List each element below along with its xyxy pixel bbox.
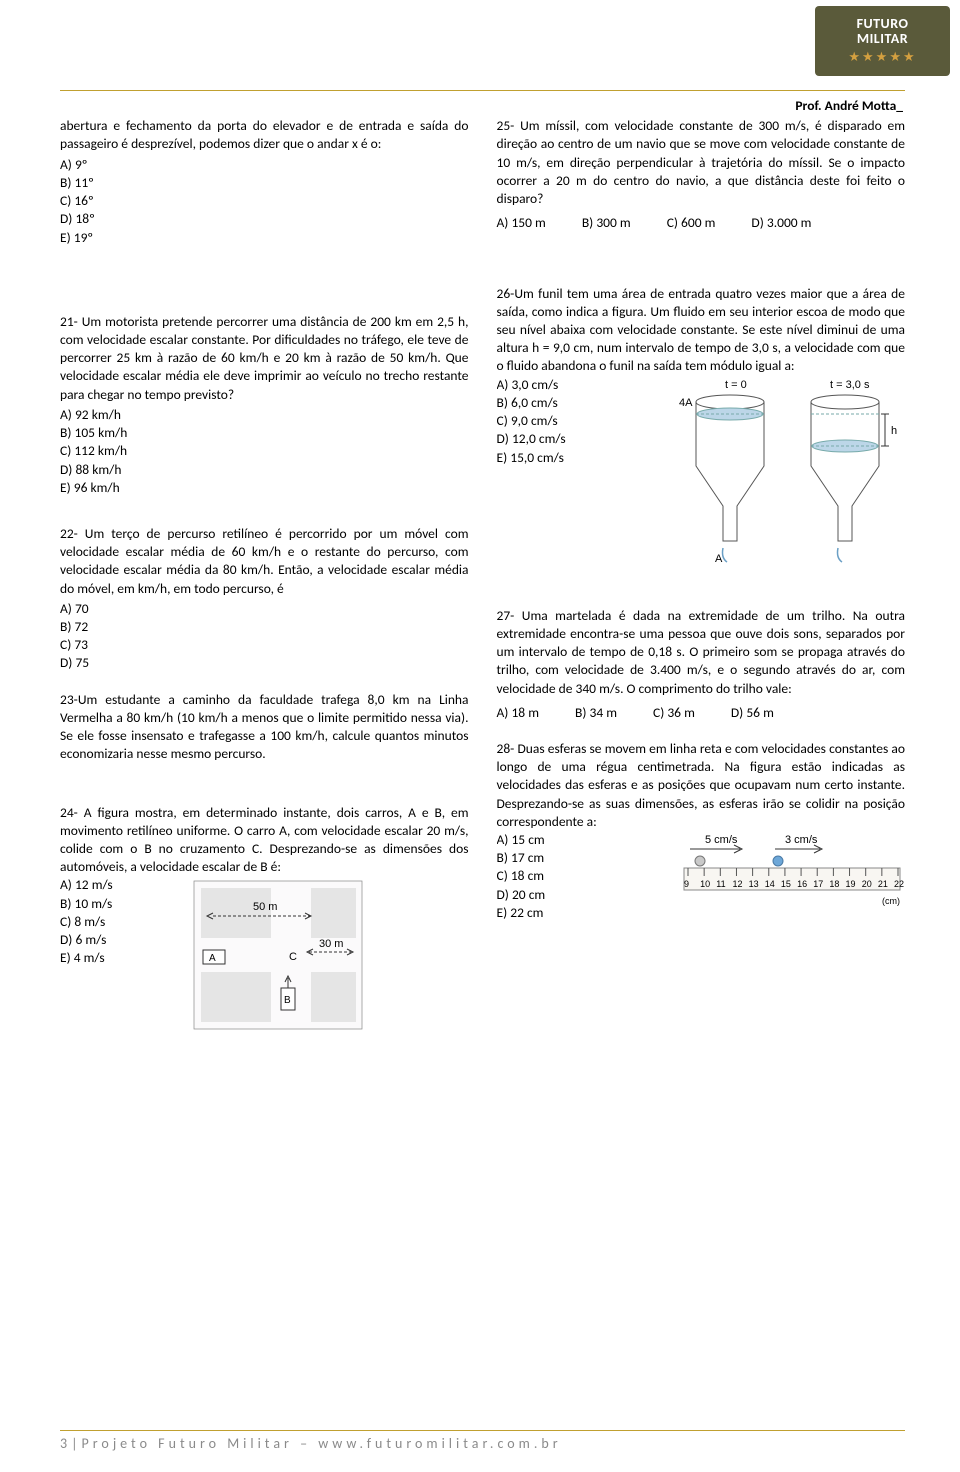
q26-fig-4A: 4A	[679, 397, 693, 409]
q28-opt-e: E) 22 cm	[497, 904, 906, 922]
q28-fig-unit: (cm)	[882, 896, 900, 906]
svg-text:13: 13	[749, 879, 759, 889]
q22-text: 22- Um terço de percurso retilíneo é per…	[60, 525, 469, 597]
question-27: 27- Uma martelada é dada na extremidade …	[497, 607, 906, 722]
q26-text: 26-Um funil tem uma área de entrada quat…	[497, 285, 906, 375]
svg-text:16: 16	[797, 879, 807, 889]
q26-fig-h: h	[891, 425, 897, 437]
q25-opt-a: A) 150 m	[497, 214, 546, 232]
footer-text: 3|Projeto Futuro Militar – www.futuromil…	[60, 1435, 562, 1452]
logo-text-2: MILITAR	[857, 31, 908, 46]
q22-opt-a: A) 70	[60, 600, 469, 618]
question-20: abertura e fechamento da porta do elevad…	[60, 117, 469, 247]
q27-text: 27- Uma martelada é dada na extremidade …	[497, 607, 906, 697]
q24-fig-A: A	[209, 953, 216, 964]
q20-opt-d: D) 18º	[60, 210, 469, 228]
q24-opt-e: E) 4 m/s	[60, 949, 113, 967]
q24-text: 24- A figura mostra, em determinado inst…	[60, 804, 469, 876]
q24-fig-C: C	[289, 951, 297, 963]
svg-text:9: 9	[684, 879, 689, 889]
q26-fig-t3: t = 3,0 s	[830, 379, 870, 391]
svg-text:10: 10	[700, 879, 710, 889]
question-23: 23-Um estudante a caminho da faculdade t…	[60, 691, 469, 764]
q24-fig-50m: 50 m	[253, 901, 277, 913]
q28-text: 28- Duas esferas se movem em linha reta …	[497, 740, 906, 830]
svg-text:12: 12	[732, 879, 742, 889]
q22-opt-b: B) 72	[60, 618, 469, 636]
q22-opt-d: D) 75	[60, 654, 469, 672]
q27-opt-d: D) 56 m	[731, 704, 774, 722]
q24-opt-c: C) 8 m/s	[60, 913, 113, 931]
q25-opt-b: B) 300 m	[582, 214, 631, 232]
question-22: 22- Um terço de percurso retilíneo é per…	[60, 525, 469, 673]
svg-text:22: 22	[894, 879, 904, 889]
q21-opt-b: B) 105 km/h	[60, 424, 469, 442]
q21-opt-a: A) 92 km/h	[60, 406, 469, 424]
svg-text:18: 18	[829, 879, 839, 889]
q27-opt-b: B) 34 m	[575, 704, 617, 722]
q27-opt-a: A) 18 m	[497, 704, 539, 722]
q24-opt-a: A) 12 m/s	[60, 876, 113, 894]
q20-opt-b: B) 11º	[60, 174, 469, 192]
q21-opt-e: E) 96 km/h	[60, 479, 469, 497]
q25-opt-d: D) 3.000 m	[751, 214, 811, 232]
svg-text:15: 15	[781, 879, 791, 889]
svg-text:14: 14	[765, 879, 775, 889]
question-28: 28- Duas esferas se movem em linha reta …	[497, 740, 906, 922]
svg-text:11: 11	[716, 879, 725, 889]
q24-opt-d: D) 6 m/s	[60, 931, 113, 949]
q26-fig-A: A	[715, 553, 723, 565]
q24-figure: 50 m A C 30 m B	[193, 880, 363, 1030]
svg-text:19: 19	[846, 879, 856, 889]
q27-opt-c: C) 36 m	[653, 704, 695, 722]
question-25: 25- Um míssil, com velocidade constante …	[497, 117, 906, 232]
logo-stars: ★★★★★	[848, 49, 916, 67]
q21-opt-d: D) 88 km/h	[60, 461, 469, 479]
q25-opt-c: C) 600 m	[667, 214, 716, 232]
professor-name: Prof. André Motta_	[60, 97, 905, 115]
header-rule	[60, 90, 905, 91]
q21-text: 21- Um motorista pretende percorrer uma …	[60, 313, 469, 403]
q20-opt-c: C) 16º	[60, 192, 469, 210]
q21-opt-c: C) 112 km/h	[60, 442, 469, 460]
page-footer: 3|Projeto Futuro Militar – www.futuromil…	[60, 1430, 905, 1454]
svg-text:20: 20	[862, 879, 872, 889]
q25-text: 25- Um míssil, com velocidade constante …	[497, 117, 906, 207]
svg-text:21: 21	[878, 879, 888, 889]
q20-text: abertura e fechamento da porta do elevad…	[60, 117, 469, 152]
q26-figure: t = 0 t = 3,0 s 4A	[675, 376, 905, 571]
question-24: 24- A figura mostra, em determinado inst…	[60, 804, 469, 1036]
q22-opt-c: C) 73	[60, 636, 469, 654]
q28-fig-v1: 5 cm/s	[705, 834, 738, 846]
svg-text:17: 17	[813, 879, 823, 889]
q28-figure: 5 cm/s 3 cm/s 9 10 11 12 13 14 15 16 17 18 19 20 21 2…	[680, 831, 905, 906]
question-26: 26-Um funil tem uma área de entrada quat…	[497, 285, 906, 571]
q24-opt-b: B) 10 m/s	[60, 895, 113, 913]
q23-text: 23-Um estudante a caminho da faculdade t…	[60, 691, 469, 763]
logo-text-1: FUTURO	[857, 16, 909, 31]
q20-opt-e: E) 19º	[60, 229, 469, 247]
q24-fig-30m: 30 m	[319, 938, 343, 950]
q24-fig-B: B	[284, 995, 291, 1006]
q26-fig-t0: t = 0	[725, 379, 747, 391]
q20-opt-a: A) 9º	[60, 156, 469, 174]
question-21: 21- Um motorista pretende percorrer uma …	[60, 313, 469, 497]
q28-fig-v2: 3 cm/s	[785, 834, 818, 846]
logo: FUTURO MILITAR ★★★★★	[815, 6, 950, 76]
